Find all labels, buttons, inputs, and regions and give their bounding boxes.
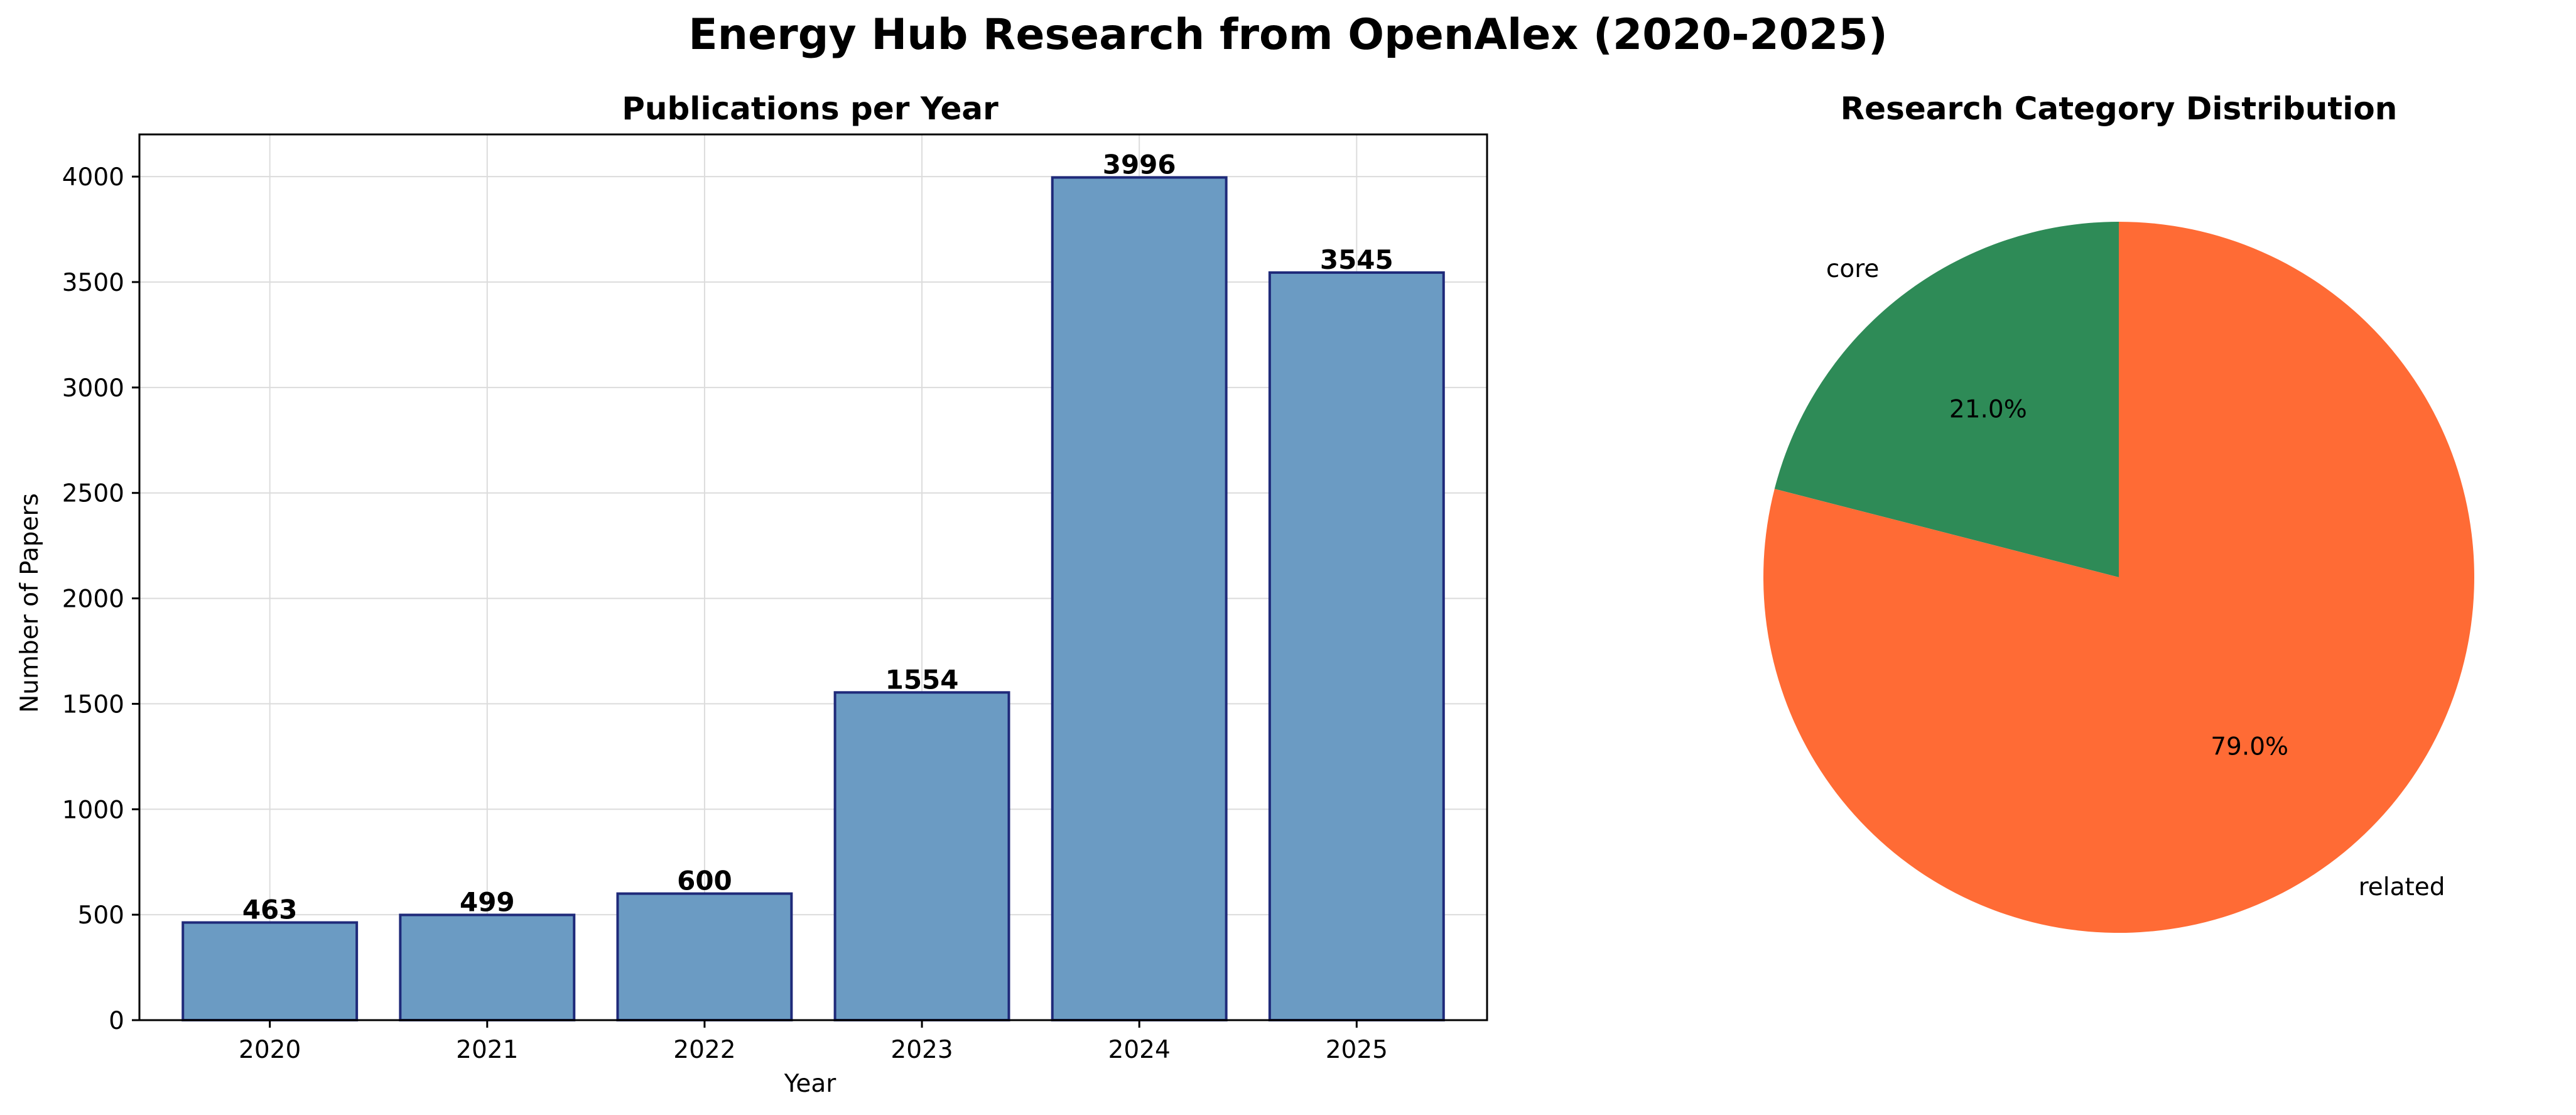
bar-chart-title: Publications per Year bbox=[622, 90, 998, 127]
x-tick-label: 2024 bbox=[1108, 1036, 1171, 1064]
bar-value-label: 499 bbox=[460, 886, 515, 917]
x-tick-label: 2023 bbox=[890, 1036, 953, 1064]
bar-value-label: 600 bbox=[677, 866, 732, 896]
bar-2024 bbox=[1051, 176, 1228, 1021]
y-tick-label: 3000 bbox=[62, 374, 124, 403]
pie-slice-core bbox=[1774, 222, 2119, 577]
bar-chart-x-ticks: 2020 2021 2022 2023 2024 2025 bbox=[239, 1020, 1388, 1064]
pie-category-label: related bbox=[2359, 873, 2445, 901]
bar-chart-y-ticks: 0 500 1000 1500 2000 2500 3000 3500 4000 bbox=[62, 163, 139, 1035]
pie-percent-label: 79.0% bbox=[2211, 732, 2288, 761]
bar-value-label: 3545 bbox=[1320, 244, 1394, 275]
pie-chart-labels: core 21.0% related 79.0% bbox=[1826, 255, 2445, 901]
y-tick-label: 1000 bbox=[62, 796, 124, 824]
pie-chart-slices bbox=[1763, 222, 2474, 933]
x-tick-label: 2025 bbox=[1326, 1036, 1388, 1064]
bar-value-label: 1554 bbox=[885, 664, 959, 695]
pie-chart-title: Research Category Distribution bbox=[1841, 90, 2398, 127]
y-tick-label: 4000 bbox=[62, 163, 124, 192]
y-tick-label: 2000 bbox=[62, 585, 124, 614]
pie-percent-label: 21.0% bbox=[1949, 396, 2027, 424]
bar-value-label: 3996 bbox=[1103, 149, 1176, 180]
bar-2020 bbox=[181, 921, 359, 1022]
bar-value-label: 463 bbox=[242, 895, 298, 925]
y-tick-label: 500 bbox=[78, 901, 124, 930]
bar-2021 bbox=[399, 913, 576, 1021]
pie-category-label: core bbox=[1826, 255, 1879, 283]
pie-slice-related bbox=[1763, 222, 2474, 933]
y-tick-label: 0 bbox=[109, 1007, 124, 1035]
bar-chart-data-labels: 463 499 600 1554 3996 3545 bbox=[242, 149, 1394, 925]
x-tick-label: 2021 bbox=[456, 1036, 518, 1064]
bar-chart-x-axis-label: Year bbox=[784, 1070, 837, 1098]
bar-chart-frame bbox=[138, 133, 1488, 1021]
bar-chart-y-axis-label: Number of Papers bbox=[16, 493, 44, 713]
bar-chart-bars bbox=[181, 176, 1445, 1022]
pie-chart: Research Category Distribution core 21.0%… bbox=[1763, 90, 2474, 933]
figure-title: Energy Hub Research from OpenAlex (2020-… bbox=[688, 10, 1888, 60]
x-tick-label: 2022 bbox=[673, 1036, 735, 1064]
bar-2025 bbox=[1268, 271, 1445, 1022]
bar-chart: Publications per Year 0 500 1000 1500 2000 25… bbox=[16, 90, 1488, 1098]
y-tick-label: 3500 bbox=[62, 269, 124, 297]
x-tick-label: 2020 bbox=[239, 1036, 301, 1064]
bar-2022 bbox=[616, 892, 793, 1021]
y-tick-label: 1500 bbox=[62, 690, 124, 719]
bar-2023 bbox=[833, 691, 1010, 1022]
y-tick-label: 2500 bbox=[62, 480, 124, 508]
